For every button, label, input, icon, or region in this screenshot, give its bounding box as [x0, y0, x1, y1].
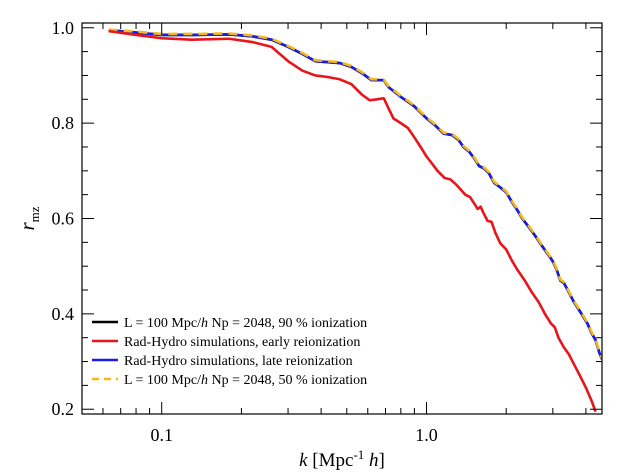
tick-layer: 0.1 1.0 0.2 0.4 0.6 0.8 1.0 [52, 18, 602, 445]
legend-entry-2: Rad-Hydro simulations, early reionizatio… [124, 335, 360, 350]
x-axis-label: k [Mpc-1 h] [299, 447, 385, 471]
series-layer [108, 28, 602, 413]
y-axis-label: rmz [15, 206, 42, 230]
axis-labels: k [Mpc-1 h] rmz [15, 206, 385, 471]
series-line-red [108, 29, 597, 413]
legend-entry-3: Rad-Hydro simulations, late reionization [124, 354, 353, 369]
series-line-blue [108, 28, 602, 360]
x-tick-label: 1.0 [415, 425, 438, 445]
series-line-black [108, 28, 602, 360]
legend-entry-1: L = 100 Mpc/h Np = 2048, 90 % ionization [124, 316, 367, 331]
y-tick-label: 1.0 [52, 18, 75, 38]
y-tick-label: 0.2 [52, 399, 75, 419]
x-tick-label: 0.1 [150, 425, 173, 445]
y-tick-label: 0.6 [52, 209, 75, 229]
series-line-yellow [108, 28, 602, 359]
legend-entry-4: L = 100 Mpc/h Np = 2048, 50 % ionization [124, 373, 367, 388]
legend: L = 100 Mpc/h Np = 2048, 90 % ionization… [92, 316, 367, 388]
y-tick-label: 0.8 [52, 113, 75, 133]
y-tick-label: 0.4 [52, 304, 75, 324]
